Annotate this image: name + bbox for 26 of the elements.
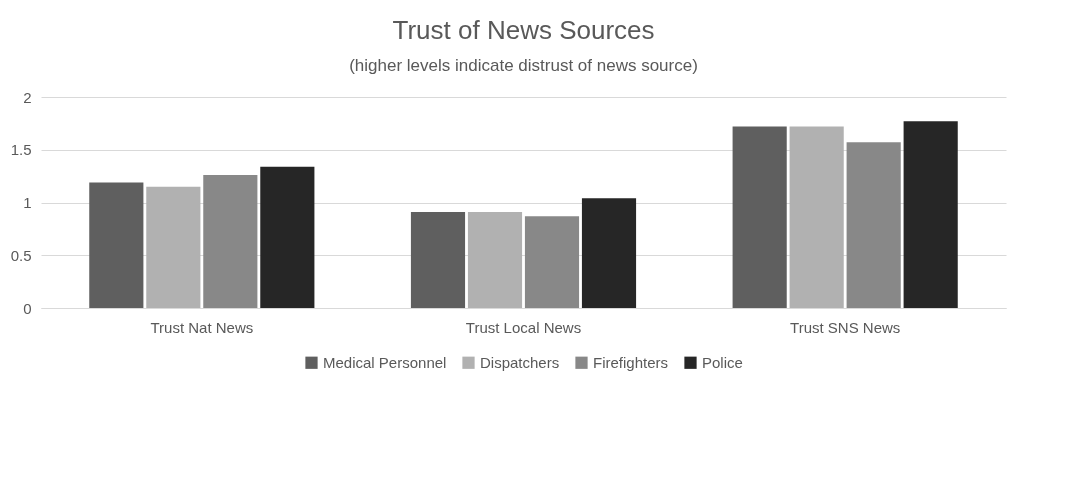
y-tick-label: 0.5: [10, 246, 32, 264]
bar: [732, 126, 787, 308]
y-tick-label: 1: [23, 194, 32, 211]
bar: [581, 198, 637, 308]
bar: [410, 212, 466, 308]
bar: [260, 166, 315, 308]
bar: [789, 126, 844, 308]
y-tick-label: 2: [23, 88, 32, 106]
bar: [203, 175, 258, 308]
bar: [524, 216, 580, 308]
legend-label: Medical Personnel: [323, 353, 447, 371]
chart-title: Trust of News Sources: [392, 15, 655, 45]
legend-label: Police: [702, 353, 743, 371]
legend-label: Dispatchers: [480, 353, 560, 371]
bar: [846, 142, 901, 308]
bar: [146, 186, 201, 308]
x-tick-label: Trust Nat News: [150, 318, 254, 336]
bar: [89, 182, 144, 308]
bar: [467, 212, 523, 308]
x-tick-label: Trust SNS News: [790, 318, 901, 336]
bar: [903, 121, 958, 308]
chart-subtitle: (higher levels indicate distrust of news source): [349, 56, 698, 75]
x-tick-label: Trust Local News: [465, 318, 582, 336]
y-tick-label: 1.5: [10, 141, 32, 159]
y-tick-label: 0: [23, 299, 32, 317]
legend-label: Firefighters: [593, 353, 669, 371]
